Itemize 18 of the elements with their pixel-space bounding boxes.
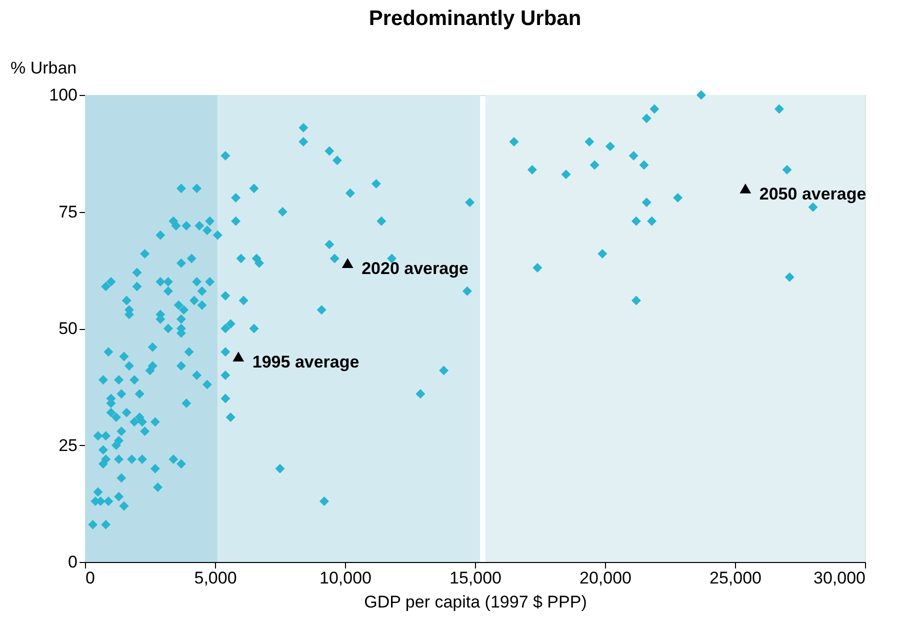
x-tick-label: 20,000	[580, 568, 632, 588]
y-tick-label: 50	[58, 319, 78, 338]
chart-title: Predominantly Urban	[368, 7, 582, 30]
y-tick-label: 25	[58, 436, 78, 455]
x-tick-label: 30,000	[814, 568, 866, 588]
y-tick-label: 75	[58, 202, 78, 222]
annotation: 2050 average	[759, 184, 866, 204]
y-axis-title: % Urban	[10, 58, 77, 78]
x-tick-label: 0	[86, 568, 95, 588]
y-tick-label: 100	[49, 86, 78, 104]
x-axis-title: GDP per capita (1997 $ PPP)	[364, 592, 587, 612]
annotation: 2020 average	[362, 259, 468, 278]
x-tick-label: 15,000	[450, 568, 502, 588]
x-tick-label: 5,000	[194, 568, 237, 588]
annotation: 1995 average	[252, 352, 360, 372]
x-tick-label: 10,000	[320, 568, 372, 588]
y-tick-label: 0	[68, 552, 78, 572]
x-tick-label: 25,000	[710, 568, 762, 588]
